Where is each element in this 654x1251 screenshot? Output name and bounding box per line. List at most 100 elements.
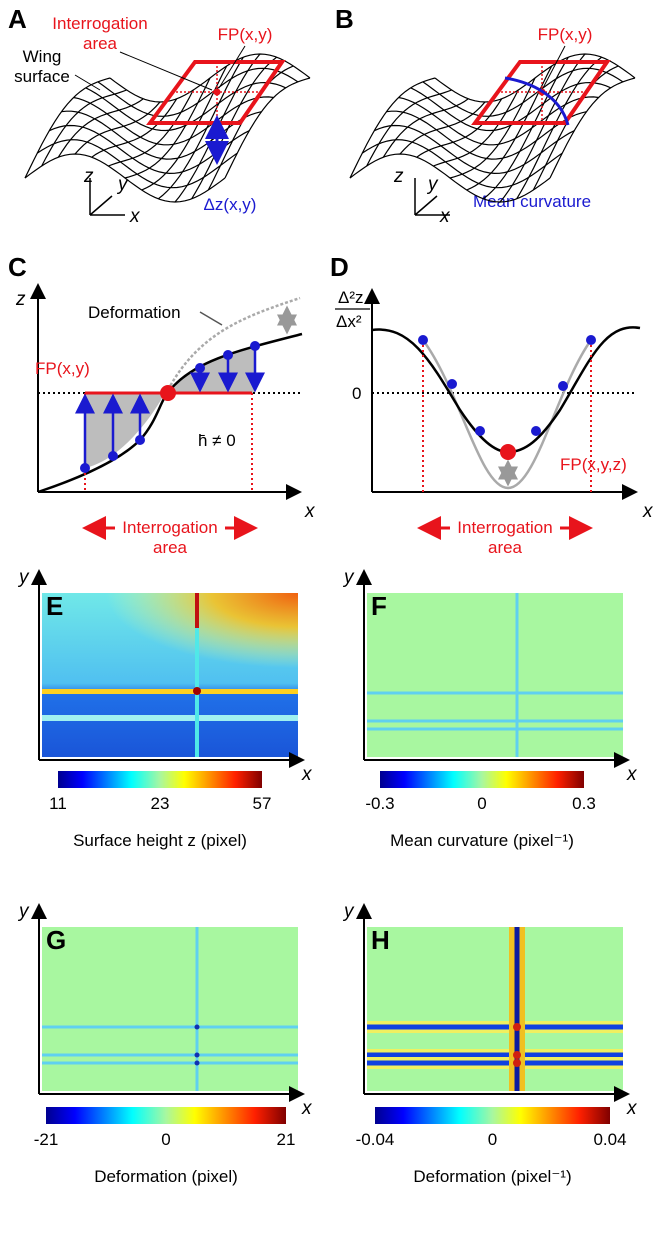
mesh-line: [399, 101, 486, 155]
mesh-line: [433, 89, 519, 167]
axis-label: x: [301, 764, 313, 785]
colorbar-title: Deformation (pixel⁻¹): [413, 1167, 571, 1186]
annotation: Wing: [23, 47, 62, 66]
colorbar: [58, 771, 262, 788]
mesh-line: [466, 65, 553, 191]
annotation: area: [153, 538, 188, 557]
colorbar: [375, 1107, 610, 1124]
axis-label: x: [642, 501, 654, 522]
panel-label: H: [371, 925, 390, 955]
band: [367, 727, 623, 731]
annotation: FP(x,y,z): [560, 455, 627, 474]
mesh-line: [91, 98, 178, 158]
panel-label: D: [330, 252, 349, 282]
mesh-line: [366, 89, 452, 167]
leader: [119, 51, 213, 91]
deformed-curve: [166, 296, 301, 391]
focal-point: [500, 444, 516, 460]
colorbar: [380, 771, 584, 788]
band: [195, 927, 199, 1091]
points: [80, 341, 260, 473]
mesh-line: [41, 89, 127, 167]
arrows: [75, 346, 265, 468]
node: [513, 1059, 521, 1067]
axis-label: x: [304, 501, 316, 522]
node: [194, 1024, 200, 1030]
band: [367, 1024, 623, 1030]
axis-label: y: [17, 567, 30, 588]
mesh-line: [499, 53, 586, 203]
mesh-line: [549, 77, 636, 179]
annotation: h̄ ≠ 0: [198, 431, 236, 450]
colorbar-tick: -21: [34, 1130, 59, 1149]
colorbar-title: Deformation (pixel): [94, 1167, 238, 1186]
panel-label: A: [8, 4, 27, 34]
band: [42, 1061, 298, 1065]
mesh-line: [482, 56, 569, 200]
shaded-area: [168, 346, 255, 393]
colorbar: [46, 1107, 286, 1124]
axis-label: x: [129, 206, 141, 227]
annotation: area: [83, 34, 118, 53]
band: [42, 715, 298, 721]
heatmaps: y x E 11 23 57 Surface height z (pixel) y x F -0.3…: [17, 567, 638, 1186]
mesh-line: [386, 110, 587, 160]
panel-g: y x G -21 0 21 Deformation (pixel): [17, 901, 313, 1186]
annotation: FP(x,y): [35, 359, 90, 378]
leader: [542, 45, 566, 89]
mesh-line: [449, 77, 536, 179]
axis-label: z: [83, 166, 94, 187]
surface-curve: [37, 332, 303, 494]
node: [513, 1051, 521, 1059]
node: [513, 1023, 521, 1031]
colorbar-tick: 0: [488, 1130, 497, 1149]
colorbar-title: Mean curvature (pixel⁻¹): [390, 831, 574, 850]
annotation: Mean curvature: [473, 192, 591, 211]
interrogation-area: [471, 60, 611, 125]
axis-label: z: [393, 166, 404, 187]
colorbar-title: Surface height z (pixel): [73, 831, 247, 850]
band: [42, 1025, 298, 1029]
curvature-line: [504, 76, 570, 126]
annotation: FP(x,y): [218, 25, 273, 44]
focal-point: [160, 385, 176, 401]
axis-label: x: [626, 764, 638, 785]
triad: [89, 178, 125, 216]
panel-label: E: [46, 591, 63, 621]
colorbar-tick: 0.3: [572, 794, 596, 813]
colorbar-tick: 0.04: [593, 1130, 626, 1149]
mesh-line: [61, 110, 262, 160]
mesh-line: [124, 77, 211, 179]
annotation: Δz(x,y): [204, 195, 257, 214]
leader: [74, 74, 101, 91]
mesh-line: [416, 98, 503, 158]
axis-label: y: [342, 901, 355, 922]
heatmap: [42, 927, 298, 1091]
heatmap: [42, 593, 298, 693]
colorbar-tick: 11: [49, 794, 67, 813]
axis-label: z: [15, 289, 26, 310]
colorbar-tick: 57: [253, 794, 272, 813]
annotation: Interrogation: [122, 518, 217, 537]
mesh-line: [74, 101, 161, 155]
band: [514, 927, 520, 1091]
mesh-line: [57, 98, 144, 158]
axis-label: x: [626, 1098, 638, 1119]
axis-label: y: [426, 174, 439, 195]
annotation: FP(x,y): [538, 25, 593, 44]
axis-label: y: [342, 567, 355, 588]
focal-point: [213, 88, 221, 96]
mesh-line: [382, 98, 469, 158]
panel-h: y x H -0.04 0 0.04 Deformation (pixel⁻¹): [342, 901, 638, 1186]
annotation: Interrogation: [52, 14, 147, 33]
band: [367, 719, 623, 723]
leader: [218, 45, 246, 89]
colorbar-tick: 0: [161, 1130, 170, 1149]
band: [367, 1052, 623, 1058]
mesh-line: [361, 139, 563, 189]
points: [418, 335, 596, 436]
annotation: surface: [14, 67, 70, 86]
mesh-line: [224, 77, 311, 179]
panel-label: F: [371, 591, 387, 621]
mesh-line: [108, 89, 194, 167]
